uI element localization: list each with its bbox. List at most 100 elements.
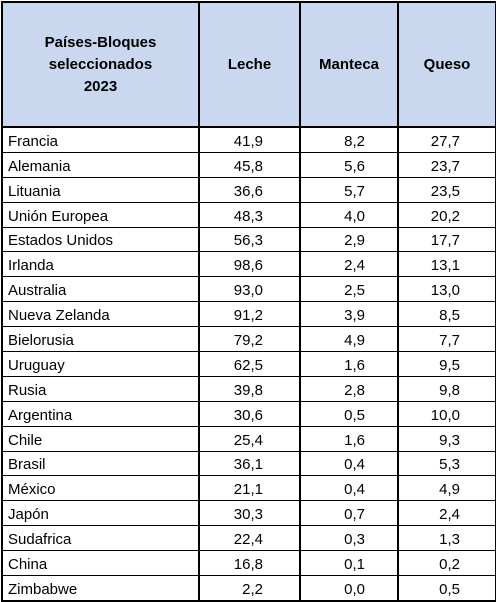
- row-queso-cell: 7,7: [397, 326, 496, 353]
- row-manteca-cell: 1,6: [299, 426, 399, 452]
- row-queso-cell: 5,3: [397, 451, 496, 477]
- row-leche-cell: 98,6: [198, 251, 301, 278]
- row-manteca-cell: 1,6: [299, 351, 399, 377]
- row-queso-cell: 13,0: [397, 276, 496, 303]
- row-leche-cell: 25,4: [198, 426, 301, 452]
- header-row: Países-Bloques seleccionados 2023 Leche …: [1, 1, 496, 128]
- table-row: Chile 25,4 1,6 9,3: [1, 426, 496, 452]
- row-manteca-cell: 2,4: [299, 251, 399, 278]
- row-queso-cell: 0,2: [397, 550, 496, 577]
- row-leche-cell: 93,0: [198, 276, 301, 303]
- row-queso-cell: 0,5: [397, 575, 496, 602]
- table-body: Francia 41,9 8,2 27,7 Alemania 45,8 5,6 23,7 Lit…: [1, 125, 496, 602]
- row-leche-cell: 91,2: [198, 301, 301, 328]
- row-leche-cell: 48,3: [198, 202, 301, 228]
- table-row: Francia 41,9 8,2 27,7: [1, 125, 496, 153]
- header-country-text: Países-Bloques seleccionados 2023: [45, 32, 157, 98]
- row-country-cell: Rusia: [1, 376, 200, 402]
- row-queso-cell: 23,7: [397, 152, 496, 178]
- row-queso-cell: 13,1: [397, 251, 496, 278]
- row-country-cell: Argentina: [1, 401, 200, 427]
- row-manteca-cell: 3,9: [299, 301, 399, 328]
- row-leche-cell: 56,3: [198, 227, 301, 253]
- row-queso-cell: 1,3: [397, 525, 496, 552]
- table-row: Sudafrica 22,4 0,3 1,3: [1, 525, 496, 552]
- row-queso-cell: 9,8: [397, 376, 496, 402]
- row-manteca-cell: 0,1: [299, 550, 399, 577]
- row-queso-cell: 20,2: [397, 202, 496, 228]
- table-row: Nueva Zelanda 91,2 3,9 8,5: [1, 301, 496, 328]
- row-queso-cell: 9,5: [397, 351, 496, 377]
- row-manteca-cell: 0,3: [299, 525, 399, 552]
- table-row: Australia 93,0 2,5 13,0: [1, 276, 496, 303]
- row-country-cell: Zimbabwe: [1, 575, 200, 602]
- row-manteca-cell: 2,9: [299, 227, 399, 253]
- row-leche-cell: 62,5: [198, 351, 301, 377]
- row-queso-cell: 23,5: [397, 177, 496, 203]
- row-leche-cell: 36,1: [198, 451, 301, 477]
- row-leche-cell: 39,8: [198, 376, 301, 402]
- header-leche: Leche: [198, 1, 301, 128]
- row-queso-cell: 27,7: [397, 125, 496, 153]
- row-queso-cell: 8,5: [397, 301, 496, 328]
- row-country-cell: Australia: [1, 276, 200, 303]
- row-leche-cell: 2,2: [198, 575, 301, 602]
- table-row: Bielorusia 79,2 4,9 7,7: [1, 326, 496, 353]
- row-queso-cell: 9,3: [397, 426, 496, 452]
- row-manteca-cell: 8,2: [299, 125, 399, 153]
- row-manteca-cell: 0,0: [299, 575, 399, 602]
- row-leche-cell: 21,1: [198, 475, 301, 502]
- row-manteca-cell: 2,5: [299, 276, 399, 303]
- header-country: Países-Bloques seleccionados 2023: [1, 1, 200, 128]
- table-row: Uruguay 62,5 1,6 9,5: [1, 351, 496, 377]
- row-country-cell: Lituania: [1, 177, 200, 203]
- row-manteca-cell: 0,4: [299, 451, 399, 477]
- table-row: México 21,1 0,4 4,9: [1, 475, 496, 502]
- header-country-line-3: 2023: [83, 77, 118, 95]
- row-country-cell: Chile: [1, 426, 200, 452]
- table-row: Irlanda 98,6 2,4 13,1: [1, 251, 496, 278]
- table-row: Alemania 45,8 5,6 23,7: [1, 152, 496, 178]
- row-queso-cell: 2,4: [397, 500, 496, 527]
- row-leche-cell: 22,4: [198, 525, 301, 552]
- header-manteca: Manteca: [299, 1, 399, 128]
- table-row: China 16,8 0,1 0,2: [1, 550, 496, 577]
- row-manteca-cell: 0,7: [299, 500, 399, 527]
- row-queso-cell: 4,9: [397, 475, 496, 502]
- row-manteca-cell: 5,6: [299, 152, 399, 178]
- row-country-cell: Uruguay: [1, 351, 200, 377]
- row-country-cell: Nueva Zelanda: [1, 301, 200, 328]
- table-row: Brasil 36,1 0,4 5,3: [1, 451, 496, 477]
- table-row: Lituania 36,6 5,7 23,5: [1, 177, 496, 203]
- header-country-line-2: seleccionados: [48, 55, 153, 73]
- row-country-cell: China: [1, 550, 200, 577]
- row-leche-cell: 30,6: [198, 401, 301, 427]
- row-country-cell: Japón: [1, 500, 200, 527]
- row-country-cell: Unión Europea: [1, 202, 200, 228]
- row-country-cell: Sudafrica: [1, 525, 200, 552]
- table-row: Zimbabwe 2,2 0,0 0,5: [1, 575, 496, 602]
- row-country-cell: Irlanda: [1, 251, 200, 278]
- table-row: Japón 30,3 0,7 2,4: [1, 500, 496, 527]
- table-row: Unión Europea 48,3 4,0 20,2: [1, 202, 496, 228]
- row-leche-cell: 16,8: [198, 550, 301, 577]
- table-row: Argentina 30,6 0,5 10,0: [1, 401, 496, 427]
- table-row: Estados Unidos 56,3 2,9 17,7: [1, 227, 496, 253]
- row-country-cell: México: [1, 475, 200, 502]
- row-country-cell: Alemania: [1, 152, 200, 178]
- row-leche-cell: 79,2: [198, 326, 301, 353]
- row-manteca-cell: 4,9: [299, 326, 399, 353]
- row-leche-cell: 36,6: [198, 177, 301, 203]
- row-queso-cell: 17,7: [397, 227, 496, 253]
- table-row: Rusia 39,8 2,8 9,8: [1, 376, 496, 402]
- row-country-cell: Francia: [1, 125, 200, 153]
- row-leche-cell: 45,8: [198, 152, 301, 178]
- row-country-cell: Bielorusia: [1, 326, 200, 353]
- row-manteca-cell: 5,7: [299, 177, 399, 203]
- row-manteca-cell: 0,5: [299, 401, 399, 427]
- row-country-cell: Brasil: [1, 451, 200, 477]
- row-leche-cell: 41,9: [198, 125, 301, 153]
- header-country-line-1: Países-Bloques: [44, 33, 157, 51]
